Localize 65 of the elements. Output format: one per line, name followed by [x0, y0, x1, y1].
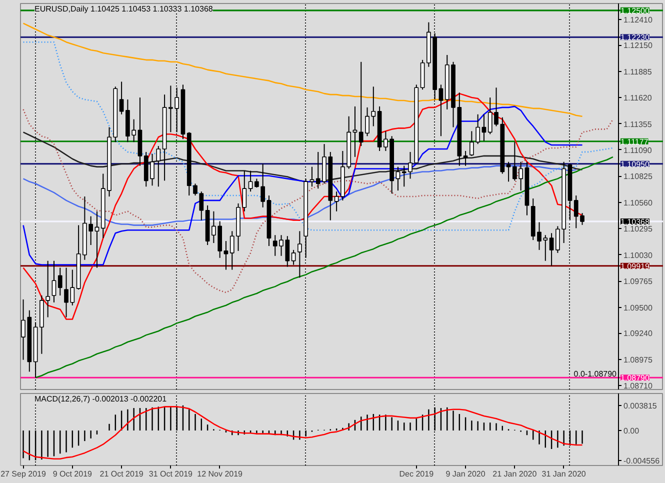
- candlestick: [119, 81, 124, 115]
- y-tick-label: 1.11620: [624, 94, 652, 103]
- candlestick: [52, 260, 56, 303]
- x-tick-label: 27 Sep 2019: [0, 470, 47, 478]
- line-series: [22, 132, 583, 182]
- annotation: 0.0-1.08790: [574, 370, 618, 379]
- candlestick: [476, 114, 480, 145]
- ref-line-label: 1.10950: [620, 160, 650, 169]
- candlestick: [463, 150, 468, 166]
- x-tick-label: 21 Jan 2020: [492, 470, 538, 478]
- line-series: [22, 406, 583, 460]
- ref-line-label: 1.12500: [620, 6, 650, 16]
- candlestick: [260, 163, 266, 208]
- y-tick-label: 1.12150: [624, 41, 653, 50]
- y-tick-label: 0.003815: [624, 401, 658, 410]
- x-tick-label: 9 Jan 2020: [446, 470, 486, 478]
- candlestick: [156, 146, 161, 188]
- y-tick-label: 1.08975: [624, 355, 653, 364]
- y-tick-label: 1.11885: [624, 67, 652, 76]
- y-tick-label: 1.10825: [624, 172, 653, 182]
- y-tick-label: 1.10295: [624, 224, 653, 234]
- x-tick-label: 9 Oct 2019: [52, 470, 93, 478]
- ref-line-label: 1.10368: [620, 217, 650, 226]
- x-tick-label: 12 Nov 2019: [197, 470, 244, 478]
- candlestick: [46, 260, 50, 318]
- candlestick: [224, 240, 228, 270]
- candlestick: [298, 230, 302, 278]
- ref-line-label: 1.11177: [620, 137, 649, 146]
- line-series: [22, 108, 614, 294]
- y-tick-label: 1.11090: [624, 146, 652, 155]
- line-series: [22, 165, 577, 226]
- candlestick: [438, 84, 444, 137]
- y-tick-label: 1.11355: [624, 120, 652, 129]
- chart-title: MACD(12,26,7) -0.002013 -0.002201: [34, 394, 168, 404]
- candlestick: [396, 166, 400, 192]
- line-series: [22, 106, 583, 266]
- candlestick: [199, 191, 204, 221]
- y-tick-label: 1.09240: [624, 329, 653, 338]
- y-tick-label: 1.12410: [624, 15, 653, 24]
- ref-line-label: 1.08790: [620, 374, 650, 383]
- chart-title: EURUSD,Daily 1.10425 1.10453 1.10333 1.10368: [34, 4, 214, 14]
- y-tick-label: 1.08710: [624, 382, 653, 391]
- line-series: [22, 41, 614, 231]
- x-tick-label: 21 Oct 2019: [100, 470, 144, 478]
- candlestick: [58, 267, 62, 296]
- y-tick-label: -0.004556: [624, 456, 660, 466]
- line-series: [22, 22, 583, 117]
- y-tick-label: 1.09765: [624, 277, 653, 286]
- x-tick-label: 31 Jan 2020: [542, 470, 586, 478]
- candlestick: [193, 183, 198, 196]
- candlestick: [549, 232, 554, 266]
- candlestick: [334, 191, 339, 212]
- y-tick-label: 0.00: [624, 426, 640, 436]
- x-tick-label: Dec 2019: [399, 470, 434, 478]
- ref-line-label: 1.12230: [620, 33, 650, 42]
- candlestick: [470, 130, 474, 156]
- candlestick: [291, 249, 296, 266]
- candlestick: [482, 114, 486, 142]
- y-tick-label: 1.10560: [624, 198, 653, 208]
- ref-line-label: 1.09919: [620, 262, 650, 271]
- y-tick-label: 1.10030: [624, 250, 653, 260]
- x-tick-label: 31 Oct 2019: [148, 470, 194, 478]
- y-tick-label: 1.09500: [624, 303, 653, 312]
- line-series: [22, 92, 583, 320]
- candlestick: [248, 170, 253, 192]
